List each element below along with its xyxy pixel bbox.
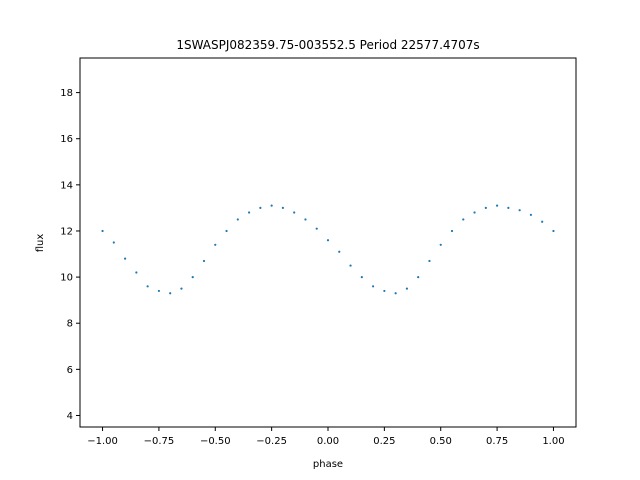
- scatter-point: [349, 264, 352, 267]
- scatter-points: [101, 204, 555, 295]
- scatter-point: [541, 220, 544, 223]
- y-axis-ticks: 4 6 8 10 12 14 16 18: [60, 88, 80, 422]
- x-tick-label: −0.25: [256, 436, 287, 447]
- scatter-point: [507, 206, 510, 210]
- scatter-point: [417, 275, 420, 279]
- scatter-point: [315, 227, 318, 230]
- scatter-point: [439, 243, 442, 246]
- scatter-point: [450, 229, 454, 233]
- scatter-point: [146, 285, 149, 288]
- x-tick-label: 1.00: [542, 436, 564, 447]
- x-axis-label: phase: [313, 459, 343, 470]
- y-axis-label: flux: [35, 234, 46, 253]
- x-tick-label: −0.75: [144, 436, 175, 447]
- scatter-point: [428, 259, 431, 263]
- plot-frame: [79, 57, 577, 428]
- y-tick-label: 10: [60, 273, 73, 284]
- scatter-point: [281, 206, 285, 210]
- scatter-point: [405, 287, 409, 290]
- chart-title: 1SWASPJ082359.75-003552.5 Period 22577.4…: [176, 38, 479, 52]
- scatter-point: [169, 292, 172, 295]
- scatter-point: [157, 289, 161, 293]
- scatter-point: [180, 287, 183, 290]
- scatter-point: [112, 241, 115, 244]
- scatter-point: [394, 292, 397, 295]
- scatter-point: [338, 250, 341, 253]
- x-tick-label: 0.50: [430, 436, 452, 447]
- scatter-point: [552, 229, 555, 233]
- x-axis-ticks: −1.00 −0.75 −0.50 −0.25 0.00 0.25 0.50 0.75 1.00: [87, 427, 565, 447]
- scatter-point: [236, 218, 239, 221]
- scatter-point: [462, 218, 465, 221]
- y-tick-label: 18: [60, 88, 73, 99]
- x-tick-label: −1.00: [87, 436, 118, 447]
- scatter-point: [371, 285, 375, 288]
- scatter-point: [529, 213, 533, 216]
- scatter-point: [225, 229, 228, 233]
- scatter-point: [135, 271, 138, 274]
- y-tick-label: 4: [67, 411, 73, 422]
- x-tick-label: −0.50: [200, 436, 231, 447]
- scatter-point: [270, 204, 273, 207]
- scatter-point: [191, 275, 194, 279]
- scatter-point: [518, 209, 521, 212]
- scatter-point: [123, 257, 127, 260]
- y-tick-label: 16: [60, 134, 73, 145]
- y-tick-label: 14: [60, 180, 73, 191]
- y-tick-label: 6: [67, 365, 73, 376]
- y-tick-label: 12: [60, 226, 73, 237]
- scatter-point: [202, 259, 206, 263]
- x-tick-label: 0.00: [317, 436, 339, 447]
- scatter-point: [259, 206, 262, 210]
- scatter-point: [247, 211, 251, 214]
- scatter-point: [473, 211, 476, 214]
- scatter-point: [326, 239, 330, 242]
- scatter-point: [484, 206, 487, 210]
- y-tick-label: 8: [67, 319, 73, 330]
- scatter-point: [360, 275, 363, 279]
- x-tick-label: 0.25: [373, 436, 395, 447]
- scatter-point: [383, 289, 386, 293]
- x-tick-label: 0.75: [486, 436, 508, 447]
- scatter-point: [101, 229, 104, 233]
- scatter-point: [495, 204, 499, 207]
- scatter-point: [293, 211, 296, 214]
- scatter-point: [214, 243, 217, 246]
- scatter-point: [304, 218, 307, 221]
